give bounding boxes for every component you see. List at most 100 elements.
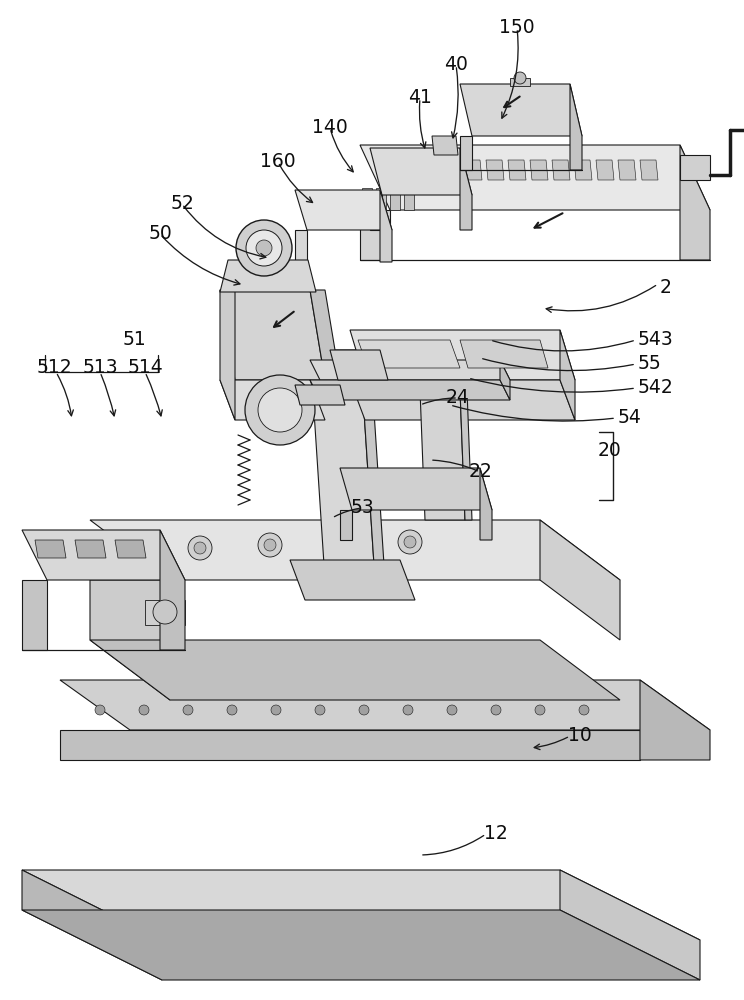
- Polygon shape: [22, 530, 185, 580]
- Polygon shape: [574, 160, 592, 180]
- Polygon shape: [570, 84, 582, 170]
- Circle shape: [514, 72, 526, 84]
- Circle shape: [236, 220, 292, 276]
- Circle shape: [258, 388, 302, 432]
- Polygon shape: [680, 145, 710, 260]
- Polygon shape: [330, 350, 388, 380]
- Polygon shape: [22, 870, 162, 980]
- Polygon shape: [472, 690, 493, 698]
- Polygon shape: [480, 468, 492, 540]
- Polygon shape: [420, 390, 465, 520]
- Circle shape: [403, 705, 413, 715]
- Polygon shape: [310, 290, 340, 380]
- Polygon shape: [424, 690, 445, 698]
- Circle shape: [183, 705, 193, 715]
- Text: 2: 2: [660, 278, 672, 297]
- Circle shape: [359, 705, 369, 715]
- Polygon shape: [310, 380, 510, 400]
- Polygon shape: [530, 160, 548, 180]
- Polygon shape: [220, 260, 316, 292]
- Text: 22: 22: [468, 462, 492, 481]
- Text: 150: 150: [499, 18, 535, 37]
- Polygon shape: [358, 340, 460, 368]
- Polygon shape: [640, 680, 710, 760]
- Polygon shape: [460, 148, 472, 230]
- Polygon shape: [520, 690, 541, 698]
- Circle shape: [258, 533, 282, 557]
- Polygon shape: [376, 188, 386, 210]
- Polygon shape: [370, 148, 472, 195]
- Circle shape: [227, 705, 237, 715]
- Circle shape: [404, 536, 416, 548]
- Polygon shape: [460, 84, 582, 136]
- Polygon shape: [508, 160, 526, 180]
- Polygon shape: [380, 190, 392, 262]
- Polygon shape: [464, 160, 482, 180]
- Text: 20: 20: [598, 440, 622, 460]
- Polygon shape: [295, 190, 392, 230]
- Polygon shape: [390, 188, 400, 210]
- Polygon shape: [618, 160, 636, 180]
- Polygon shape: [420, 160, 438, 180]
- Text: 40: 40: [444, 55, 468, 74]
- Polygon shape: [680, 155, 710, 180]
- Polygon shape: [560, 330, 575, 420]
- Circle shape: [256, 240, 272, 256]
- Circle shape: [535, 705, 545, 715]
- Circle shape: [328, 531, 352, 555]
- Text: 55: 55: [638, 354, 661, 373]
- Polygon shape: [290, 560, 415, 600]
- Polygon shape: [310, 350, 375, 580]
- Polygon shape: [60, 730, 640, 760]
- Polygon shape: [160, 530, 185, 650]
- Polygon shape: [460, 390, 472, 520]
- Polygon shape: [75, 540, 106, 558]
- Polygon shape: [400, 690, 421, 698]
- Text: 52: 52: [170, 194, 194, 213]
- Circle shape: [194, 542, 206, 554]
- Circle shape: [398, 530, 422, 554]
- Polygon shape: [145, 600, 185, 625]
- Circle shape: [245, 375, 315, 445]
- Text: 140: 140: [312, 118, 348, 137]
- Circle shape: [579, 705, 589, 715]
- Polygon shape: [340, 468, 492, 510]
- Circle shape: [447, 705, 457, 715]
- Polygon shape: [496, 690, 517, 698]
- Text: 51: 51: [122, 330, 146, 349]
- Circle shape: [271, 705, 281, 715]
- Polygon shape: [448, 690, 469, 698]
- Polygon shape: [115, 540, 146, 558]
- Polygon shape: [360, 350, 385, 580]
- Polygon shape: [35, 540, 66, 558]
- Polygon shape: [90, 520, 620, 580]
- Polygon shape: [460, 136, 472, 170]
- Polygon shape: [90, 580, 170, 700]
- Text: 53: 53: [350, 498, 374, 517]
- Circle shape: [139, 705, 149, 715]
- Polygon shape: [360, 210, 390, 260]
- Circle shape: [264, 539, 276, 551]
- Polygon shape: [596, 160, 614, 180]
- Polygon shape: [552, 160, 570, 180]
- Polygon shape: [22, 870, 700, 940]
- Polygon shape: [442, 160, 460, 180]
- Text: 160: 160: [260, 152, 296, 171]
- Polygon shape: [404, 188, 414, 210]
- Polygon shape: [544, 690, 565, 698]
- Text: 41: 41: [408, 88, 432, 107]
- Polygon shape: [60, 680, 710, 730]
- Polygon shape: [22, 910, 700, 980]
- Polygon shape: [460, 340, 548, 368]
- Polygon shape: [310, 360, 510, 380]
- Polygon shape: [22, 580, 47, 650]
- Text: 54: 54: [618, 408, 642, 427]
- Polygon shape: [432, 136, 458, 155]
- Polygon shape: [568, 690, 589, 698]
- Polygon shape: [560, 870, 700, 980]
- Text: 24: 24: [446, 388, 470, 407]
- Polygon shape: [500, 360, 510, 400]
- Polygon shape: [360, 145, 710, 210]
- Polygon shape: [510, 78, 530, 86]
- Text: 12: 12: [484, 824, 507, 843]
